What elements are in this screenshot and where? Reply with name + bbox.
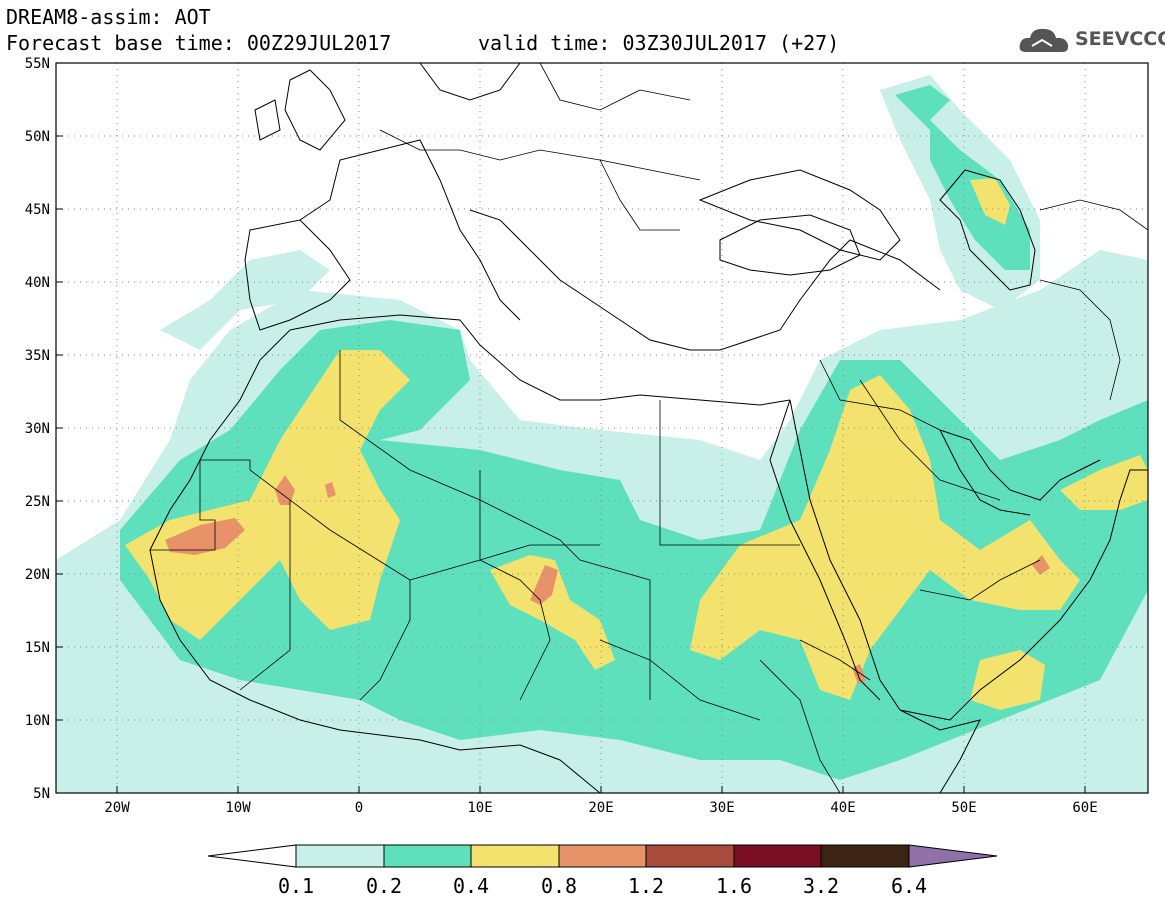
map-title: DREAM8-assim: AOT xyxy=(6,5,211,29)
legend-swatch xyxy=(558,844,647,868)
lat-label: 10N xyxy=(25,713,50,729)
lat-label: 20N xyxy=(25,567,50,583)
aot-area-high-south xyxy=(970,650,1045,710)
coastlines xyxy=(149,63,1148,793)
gridlines xyxy=(56,63,1148,793)
legend-arrow-right xyxy=(908,844,998,868)
legend-arrow-left xyxy=(207,844,297,868)
aot-area-very-high-north xyxy=(275,475,295,505)
aot-area-low-west xyxy=(160,250,330,350)
lat-label: 35N xyxy=(25,348,50,364)
legend-swatch xyxy=(295,844,385,868)
legend-swatch xyxy=(820,844,910,868)
aot-area-high-east xyxy=(690,375,1080,700)
logo-text: SEEVCCC xyxy=(1075,28,1165,50)
lon-label: 20E xyxy=(588,800,613,816)
aot-area-high-west xyxy=(125,350,410,640)
legend-label: 0.8 xyxy=(541,874,577,898)
forecast-base-time: Forecast base time: 00Z29JUL2017 xyxy=(6,31,392,55)
aot-area-very-high-oman xyxy=(1032,555,1050,575)
axis-ticks xyxy=(56,135,1086,793)
lon-label: 30E xyxy=(709,800,734,816)
aot-contours xyxy=(56,75,1148,793)
lat-label: 55N xyxy=(25,56,50,72)
legend-label: 0.2 xyxy=(366,874,402,898)
aot-area-very-high-small xyxy=(325,482,336,498)
lon-label: 40E xyxy=(830,800,855,816)
lat-label: 30N xyxy=(25,421,50,437)
legend-swatch xyxy=(733,844,822,868)
lat-label: 40N xyxy=(25,275,50,291)
aot-area-high-central xyxy=(490,555,615,670)
legend-swatch xyxy=(645,844,735,868)
lon-label: 20W xyxy=(104,800,130,816)
lon-label: 60E xyxy=(1072,800,1097,816)
lat-label: 45N xyxy=(25,202,50,218)
lat-label: 15N xyxy=(25,640,50,656)
legend-swatch xyxy=(470,844,560,868)
lon-label: 0 xyxy=(355,800,363,816)
aot-area-high-caspian xyxy=(970,178,1010,225)
lon-label: 10W xyxy=(225,800,251,816)
lon-label: 10E xyxy=(467,800,492,816)
aot-area-moderate-caspian xyxy=(895,85,1030,270)
color-legend xyxy=(207,844,998,868)
cloud-icon xyxy=(1019,28,1069,52)
legend-swatch xyxy=(383,844,472,868)
country-borders xyxy=(150,63,1148,793)
lat-label: 5N xyxy=(33,786,50,802)
aot-area-very-high-chad xyxy=(530,565,558,605)
legend-label: 0.4 xyxy=(453,874,489,898)
legend-label: 0.1 xyxy=(278,874,314,898)
valid-time: valid time: 03Z30JUL2017 (+27) xyxy=(478,31,840,55)
legend-label: 3.2 xyxy=(803,874,839,898)
aot-area-high-gulf xyxy=(1060,455,1148,510)
lat-label: 25N xyxy=(25,494,50,510)
legend-label: 6.4 xyxy=(891,874,927,898)
lat-label: 50N xyxy=(25,129,50,145)
lon-label: 50E xyxy=(951,800,976,816)
legend-label: 1.2 xyxy=(628,874,664,898)
legend-label: 1.6 xyxy=(716,874,752,898)
aot-area-very-high-mauritania xyxy=(165,518,245,555)
